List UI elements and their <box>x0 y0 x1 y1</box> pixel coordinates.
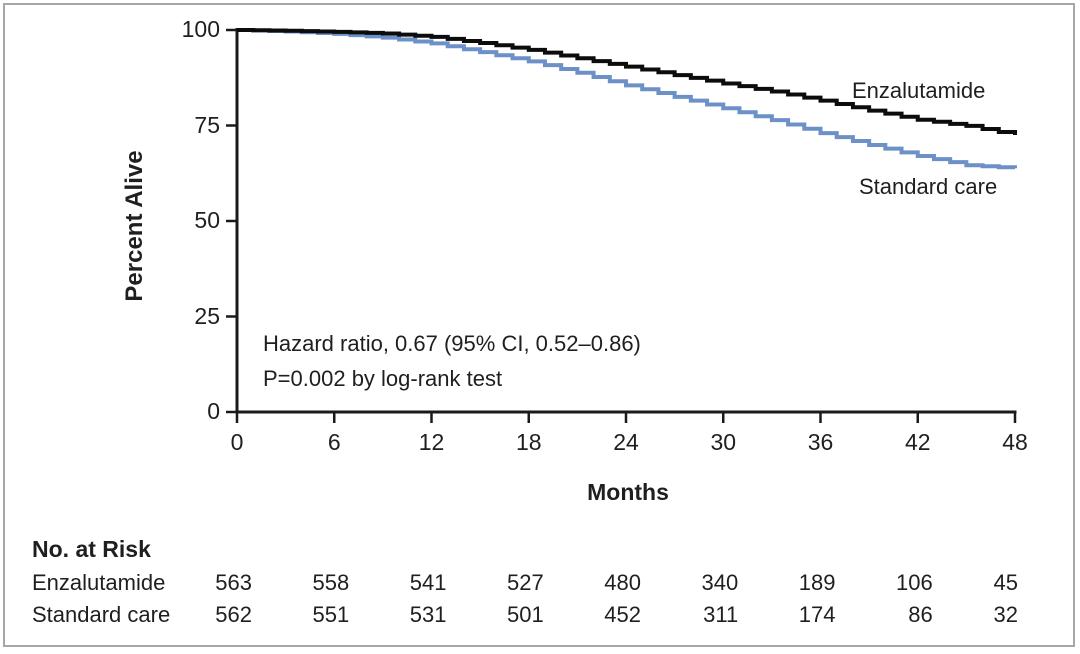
risk-count-enzalutamide-month-6: 558 <box>312 570 350 595</box>
y-tick-label-100: 100 <box>181 16 220 42</box>
x-tick-label-48: 48 <box>1002 429 1028 455</box>
x-tick-label-30: 30 <box>710 429 737 455</box>
x-tick-label-12: 12 <box>418 429 445 455</box>
risk-count-standard-care-month-30: 311 <box>703 602 739 627</box>
risk-count-standard-care-month-0: 562 <box>215 602 252 627</box>
hazard-ratio-line: Hazard ratio, 0.67 (95% CI, 0.52–0.86) <box>263 331 641 356</box>
x-tick-label-6: 6 <box>327 429 341 455</box>
risk-count-standard-care-month-24: 452 <box>604 602 641 627</box>
risk-count-standard-care-month-6: 551 <box>312 602 350 627</box>
survival-curve-standard-care <box>237 28 1017 170</box>
y-tick-label-25: 25 <box>194 302 220 329</box>
risk-count-standard-care-month-42: 86 <box>908 602 933 627</box>
figure-frame: Percent Alive 0 25 50 75 100 0 6 12 18 24 30 36 42 4… <box>3 3 1075 647</box>
risk-count-enzalutamide-month-12: 541 <box>409 570 447 595</box>
risk-count-enzalutamide-month-0: 563 <box>215 570 252 595</box>
risk-count-enzalutamide-month-42: 106 <box>896 570 933 595</box>
risk-table-title: No. at Risk <box>32 536 151 562</box>
survival-curve-enzalutamide <box>237 28 1017 136</box>
x-tick-label-18: 18 <box>515 429 542 455</box>
x-tick-label-42: 42 <box>904 429 931 455</box>
y-tick-label-75: 75 <box>194 111 220 138</box>
x-tick-label-24: 24 <box>613 429 639 455</box>
y-tick-label-50: 50 <box>194 207 220 233</box>
risk-count-enzalutamide-month-24: 480 <box>604 570 641 595</box>
risk-row-label-standard-care: Standard care <box>32 602 171 627</box>
risk-count-enzalutamide-month-36: 189 <box>798 570 836 595</box>
x-axis-title: Months <box>587 479 669 505</box>
x-tick-label-0: 0 <box>230 429 244 455</box>
risk-count-enzalutamide-month-30: 340 <box>701 570 739 595</box>
risk-count-standard-care-month-12: 531 <box>409 602 447 627</box>
curve-label-enzalutamide: Enzalutamide <box>852 78 986 103</box>
risk-count-enzalutamide-month-18: 527 <box>507 570 544 595</box>
y-tick-label-0: 0 <box>207 398 220 424</box>
curve-label-standard-care: Standard care <box>859 174 998 199</box>
risk-count-standard-care-month-18: 501 <box>507 602 544 627</box>
risk-row-label-enzalutamide: Enzalutamide <box>32 570 166 595</box>
survival-plot <box>226 28 1017 423</box>
risk-count-standard-care-month-48: 32 <box>993 602 1018 627</box>
risk-count-standard-care-month-36: 174 <box>798 602 836 627</box>
x-tick-label-36: 36 <box>807 429 834 455</box>
risk-count-enzalutamide-month-48: 45 <box>993 570 1018 595</box>
pvalue-line: P=0.002 by log-rank test <box>263 366 503 391</box>
hazard-ratio-annotation: Hazard ratio, 0.67 (95% CI, 0.52–0.86) P… <box>263 326 641 396</box>
